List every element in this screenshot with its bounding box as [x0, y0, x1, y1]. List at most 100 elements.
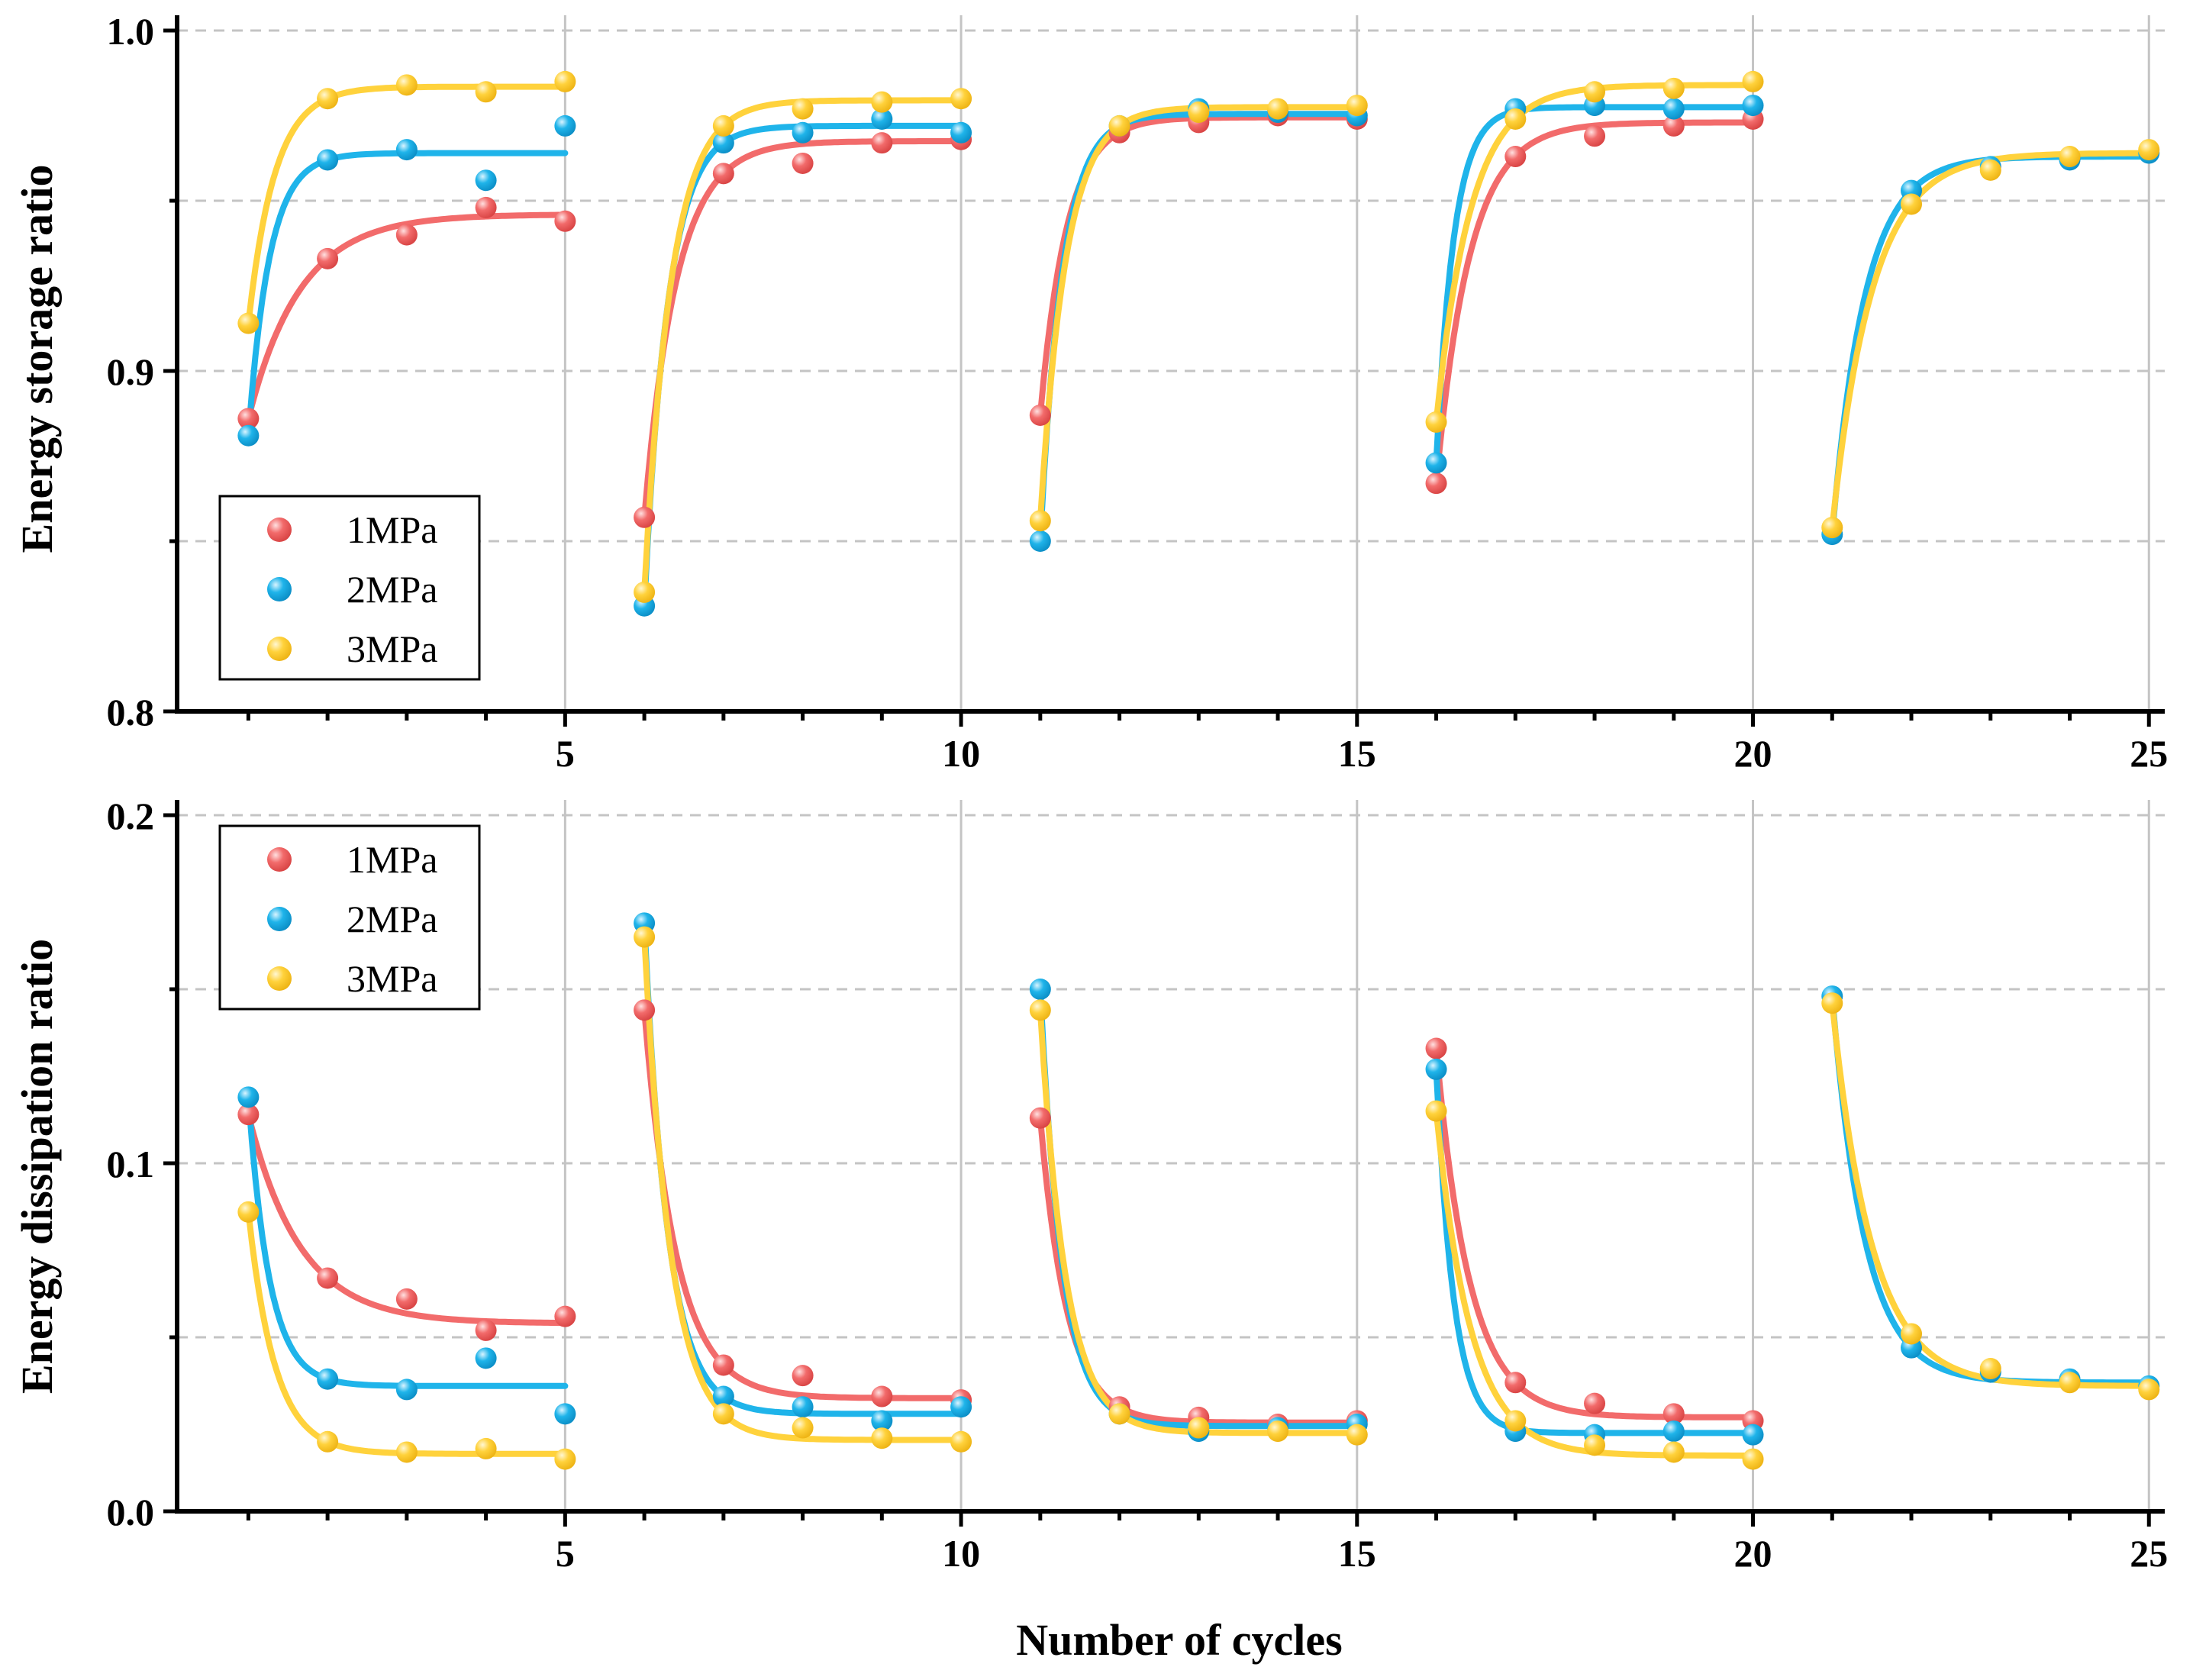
top-xtick-label: 20 [1734, 732, 1772, 775]
bottom-point-1MPa-cycle-19 [1662, 1403, 1685, 1425]
bottom-legend-label-1MPa: 1MPa [347, 838, 437, 881]
bottom-point-3MPa-cycle-19 [1662, 1441, 1685, 1463]
top-point-3MPa-cycle-16 [1425, 411, 1447, 433]
top-point-1MPa-cycle-4 [475, 196, 497, 218]
bottom-legend-marker-3MPa [267, 966, 292, 991]
bottom-panel-energy-dissipation: 0.0 0.1 0.2 5 10 15 20 25 Energy dissipation ra… [12, 795, 2168, 1575]
bottom-fit-3MPa-group-1 [245, 1208, 569, 1457]
bottom-fit-2MPa-group-5 [1829, 993, 2153, 1386]
bottom-legend: 1MPa 2MPa 3MPa [218, 824, 481, 1011]
bottom-point-1MPa-cycle-8 [792, 1365, 814, 1387]
bottom-point-2MPa-cycle-16 [1425, 1058, 1447, 1080]
top-point-3MPa-cycle-23 [1979, 159, 2001, 181]
top-point-3MPa-cycle-4 [475, 81, 497, 103]
bottom-point-3MPa-cycle-10 [950, 1430, 972, 1453]
top-point-3MPa-cycle-7 [712, 114, 734, 137]
top-fit-3MPa-group-5 [1829, 150, 2153, 531]
top-point-3MPa-cycle-10 [950, 88, 972, 110]
top-legend-label-1MPa: 1MPa [347, 508, 437, 551]
bottom-point-2MPa-cycle-4 [475, 1347, 497, 1369]
top-point-3MPa-cycle-12 [1108, 114, 1130, 137]
bottom-xtick-label: 25 [2130, 1532, 2168, 1575]
top-fit-2MPa-group-2 [641, 122, 965, 609]
bottom-ytick-label: 0.0 [107, 1491, 155, 1533]
bottom-point-3MPa-cycle-8 [792, 1417, 814, 1439]
bottom-point-3MPa-cycle-21 [1821, 992, 1843, 1014]
top-point-3MPa-cycle-8 [792, 98, 814, 120]
bottom-point-3MPa-cycle-7 [712, 1403, 734, 1425]
top-point-1MPa-cycle-5 [554, 210, 576, 232]
bottom-xtick-label: 10 [942, 1532, 980, 1575]
bottom-data-points [237, 912, 2160, 1470]
top-point-3MPa-cycle-20 [1742, 70, 1764, 92]
top-fit-2MPa-group-4 [1433, 104, 1756, 466]
top-fit-3MPa-group-3 [1037, 104, 1360, 524]
top-point-3MPa-cycle-11 [1029, 510, 1051, 532]
top-fit-3MPa-group-1 [245, 83, 569, 327]
bottom-axes: 0.0 0.1 0.2 5 10 15 20 25 [107, 795, 2169, 1575]
top-legend-label-2MPa: 2MPa [347, 568, 437, 611]
bottom-point-3MPa-cycle-6 [634, 926, 656, 948]
bottom-point-2MPa-cycle-10 [950, 1396, 972, 1418]
top-point-2MPa-cycle-8 [792, 121, 814, 143]
bottom-point-2MPa-cycle-2 [317, 1368, 339, 1390]
bottom-point-2MPa-cycle-5 [554, 1403, 576, 1425]
top-point-1MPa-cycle-8 [792, 152, 814, 174]
top-point-1MPa-cycle-11 [1029, 404, 1051, 426]
top-point-3MPa-cycle-1 [237, 312, 260, 334]
top-legend-marker-2MPa [267, 577, 292, 601]
bottom-legend-marker-2MPa [267, 907, 292, 931]
bottom-legend-label-3MPa: 3MPa [347, 957, 437, 1000]
top-point-1MPa-cycle-3 [395, 224, 418, 246]
bottom-point-3MPa-cycle-15 [1346, 1424, 1368, 1446]
bottom-legend-box [218, 824, 481, 1011]
top-legend: 1MPa 2MPa 3MPa [218, 495, 481, 681]
top-point-3MPa-cycle-6 [634, 581, 656, 603]
bottom-point-3MPa-cycle-3 [395, 1441, 418, 1463]
bottom-point-1MPa-cycle-18 [1584, 1392, 1606, 1414]
top-point-1MPa-cycle-2 [317, 247, 339, 269]
top-point-1MPa-cycle-17 [1504, 146, 1527, 168]
top-point-1MPa-cycle-6 [634, 506, 656, 528]
top-legend-marker-3MPa [267, 637, 292, 661]
top-point-2MPa-cycle-5 [554, 114, 576, 137]
top-point-2MPa-cycle-16 [1425, 452, 1447, 474]
bottom-point-1MPa-cycle-4 [475, 1319, 497, 1341]
top-fit-3MPa-group-2 [641, 97, 965, 595]
bottom-fit-3MPa-group-5 [1829, 1000, 2153, 1389]
bottom-point-2MPa-cycle-7 [712, 1385, 734, 1408]
bottom-point-1MPa-cycle-3 [395, 1288, 418, 1310]
top-point-2MPa-cycle-1 [237, 424, 260, 447]
top-legend-marker-1MPa [267, 518, 292, 542]
x-axis-title: Number of cycles [1016, 1615, 1342, 1665]
bottom-point-3MPa-cycle-4 [475, 1437, 497, 1459]
bottom-point-1MPa-cycle-9 [871, 1385, 893, 1408]
top-point-2MPa-cycle-19 [1662, 98, 1685, 120]
top-xtick-label: 15 [1338, 732, 1376, 775]
bottom-point-2MPa-cycle-11 [1029, 979, 1051, 1000]
bottom-fit-2MPa-group-4 [1433, 1066, 1756, 1437]
bottom-fit-3MPa-group-2 [641, 934, 965, 1443]
bottom-ytick-label: 0.2 [107, 795, 155, 837]
top-point-3MPa-cycle-25 [2138, 139, 2160, 161]
bottom-point-3MPa-cycle-5 [554, 1448, 576, 1470]
top-data-points [237, 70, 2160, 617]
bottom-legend-marker-1MPa [267, 847, 292, 872]
top-fit-1MPa-group-1 [245, 211, 569, 422]
top-fit-1MPa-group-2 [641, 138, 965, 521]
top-point-2MPa-cycle-3 [395, 139, 418, 161]
bottom-point-3MPa-cycle-11 [1029, 999, 1051, 1021]
bottom-point-3MPa-cycle-1 [237, 1201, 260, 1223]
bottom-point-2MPa-cycle-19 [1662, 1420, 1685, 1443]
top-point-3MPa-cycle-14 [1267, 98, 1289, 120]
bottom-point-1MPa-cycle-5 [554, 1305, 576, 1327]
top-xtick-label: 5 [556, 732, 575, 775]
top-point-3MPa-cycle-13 [1188, 102, 1210, 124]
bottom-fit-1MPa-group-2 [641, 1007, 965, 1401]
bottom-point-3MPa-cycle-20 [1742, 1448, 1764, 1470]
top-panel-energy-storage: 0.80.91.05 10 15 20 25 Energy storage ratio … [12, 10, 2168, 775]
top-point-3MPa-cycle-17 [1504, 108, 1527, 130]
top-point-2MPa-cycle-4 [475, 169, 497, 192]
bottom-point-3MPa-cycle-14 [1267, 1420, 1289, 1443]
